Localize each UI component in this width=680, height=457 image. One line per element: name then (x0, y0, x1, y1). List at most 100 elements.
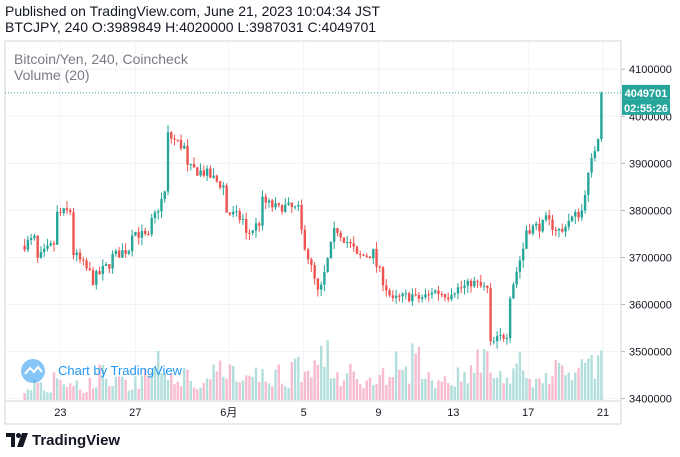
volume-bar (329, 378, 333, 400)
candle-body (212, 175, 215, 178)
candle-body (430, 292, 434, 295)
candle-body (346, 241, 349, 243)
candle-body (117, 250, 121, 258)
candle-body (420, 297, 424, 299)
volume-bar (443, 376, 447, 400)
volume-bar (117, 376, 121, 400)
candle-body (450, 294, 453, 300)
candle-body (378, 266, 381, 268)
volume-bar (583, 362, 587, 400)
volume-bar (143, 368, 147, 400)
volume-bar (385, 384, 388, 400)
candle-body (437, 290, 440, 294)
volume-bar (127, 390, 131, 400)
volume-bar (36, 382, 39, 400)
candle-body (342, 237, 346, 243)
candle-body (587, 172, 590, 195)
candle-body (98, 271, 101, 275)
volume-bar (29, 390, 33, 400)
candle-body (251, 230, 254, 233)
volume-bar (430, 380, 434, 400)
volume-bar (447, 382, 450, 400)
volume-bar (424, 378, 427, 400)
volume-bar (564, 375, 567, 400)
volume-bar (183, 367, 186, 400)
candle-body (590, 158, 593, 173)
price-tick-label: 3900000 (629, 158, 672, 170)
candle-body (176, 139, 179, 141)
candle-body (166, 132, 170, 192)
time-axis[interactable]: 23 27 6月 5 9 13 17 21 (54, 407, 609, 419)
volume-bar (388, 376, 391, 400)
volume-bar (414, 353, 417, 400)
candle-body (248, 232, 251, 234)
volume-bar (346, 373, 349, 400)
candle-body (56, 211, 59, 245)
volume-bar (26, 389, 30, 400)
footer-brand[interactable]: TradingView (6, 430, 120, 450)
candle-body (300, 204, 303, 230)
footer-brand-text: TradingView (32, 431, 121, 449)
candle-body (414, 294, 417, 296)
volume-bar (59, 380, 62, 400)
volume-bar (551, 376, 554, 400)
volume-bar (62, 384, 65, 400)
candle-body (381, 267, 385, 286)
volume-bar (300, 381, 303, 400)
volume-bar (157, 350, 160, 400)
candle-body (319, 284, 323, 290)
volume-bar (463, 371, 466, 400)
volume-bar (274, 369, 277, 400)
countdown-label: 02:55:26 (624, 103, 668, 115)
candle-body (577, 211, 580, 218)
volume-bar (404, 366, 408, 400)
price-tick-label: 3700000 (629, 252, 672, 264)
candle-body (469, 280, 473, 287)
volume-bar (245, 375, 248, 400)
volume-bar (411, 343, 414, 400)
volume-bar (557, 362, 561, 400)
candle-body (538, 223, 541, 232)
volume-bar (189, 380, 193, 400)
candle-body (332, 228, 336, 242)
price-tick-label: 3500000 (629, 347, 672, 359)
volume-bar (111, 386, 114, 400)
volume-bar (108, 386, 111, 400)
volume-bar (495, 377, 499, 400)
candle-body (271, 200, 274, 208)
volume-bar (42, 390, 46, 400)
volume-bar (297, 356, 300, 400)
candle-body (518, 260, 522, 272)
volume-bar (199, 387, 202, 400)
candle-body (62, 208, 65, 213)
volume-bar (104, 378, 108, 400)
time-tick-label: 9 (375, 407, 381, 419)
candle-body (388, 290, 391, 296)
candle-body (398, 295, 401, 297)
volume-bar (91, 388, 95, 400)
volume-bar (398, 369, 401, 400)
candle-body (499, 335, 502, 337)
candle-body (192, 163, 196, 168)
volume-bar (427, 372, 430, 400)
volume-bar (368, 377, 372, 400)
volume-bar (433, 387, 437, 400)
candle-body (411, 294, 414, 302)
candle-body (313, 265, 316, 279)
candle-body (453, 293, 456, 295)
candle-body (525, 230, 528, 249)
watermark: Chart by TradingView (21, 359, 183, 383)
candle-body (329, 241, 333, 259)
volume-bar (49, 392, 52, 400)
ohlc-header: BTCJPY, 240 O:3989849 H:4020000 L:398703… (5, 19, 377, 35)
price-axis[interactable]: 4100000400000039000003800000370000036000… (621, 64, 672, 406)
candle-body (202, 170, 206, 176)
candle-body (365, 255, 368, 257)
last-price-badge-bg (622, 84, 670, 100)
volume-bar (502, 383, 505, 400)
candle-body (362, 254, 365, 256)
candle-body (466, 280, 469, 286)
candle-body (372, 249, 375, 259)
candle-body (473, 280, 476, 287)
